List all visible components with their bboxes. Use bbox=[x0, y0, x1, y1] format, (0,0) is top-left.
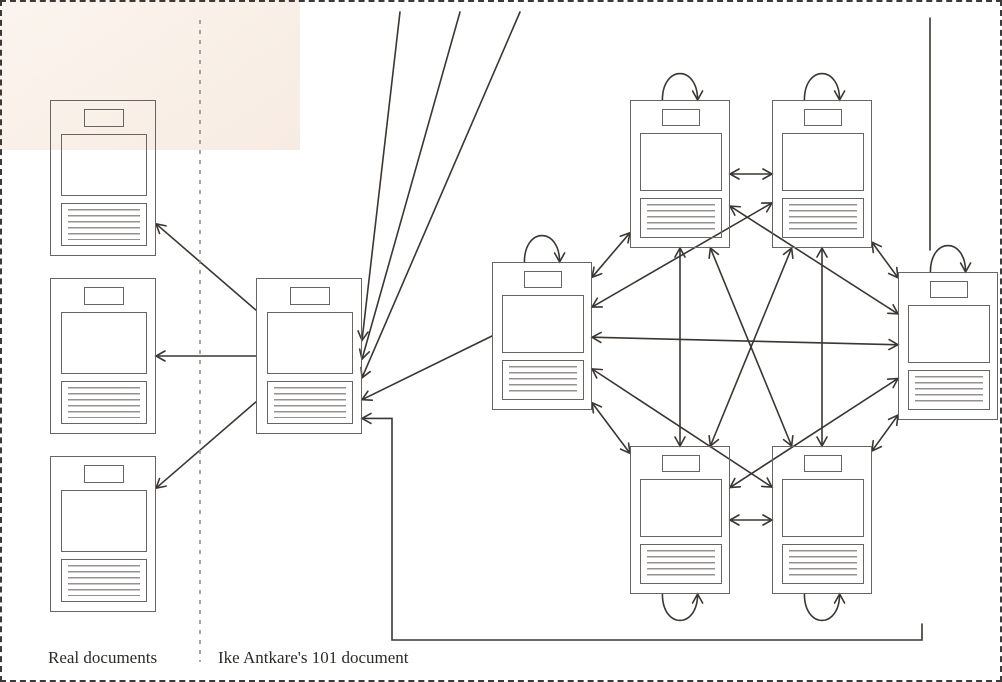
document-icon-real-1 bbox=[50, 100, 156, 256]
diagram-canvas: Real documents Ike Antkare's 101 documen… bbox=[0, 0, 1002, 682]
document-icon-ike-center bbox=[256, 278, 362, 434]
document-icon-net-bot-1 bbox=[630, 446, 730, 594]
document-icon-real-2 bbox=[50, 278, 156, 434]
document-icon-net-top-1 bbox=[630, 100, 730, 248]
document-icon-net-right bbox=[898, 272, 998, 420]
label-real-documents: Real documents bbox=[48, 648, 157, 668]
label-ike-documents: Ike Antkare's 101 document bbox=[218, 648, 409, 668]
document-icon-net-bot-2 bbox=[772, 446, 872, 594]
document-icon-real-3 bbox=[50, 456, 156, 612]
document-icon-net-left bbox=[492, 262, 592, 410]
document-icon-net-top-2 bbox=[772, 100, 872, 248]
